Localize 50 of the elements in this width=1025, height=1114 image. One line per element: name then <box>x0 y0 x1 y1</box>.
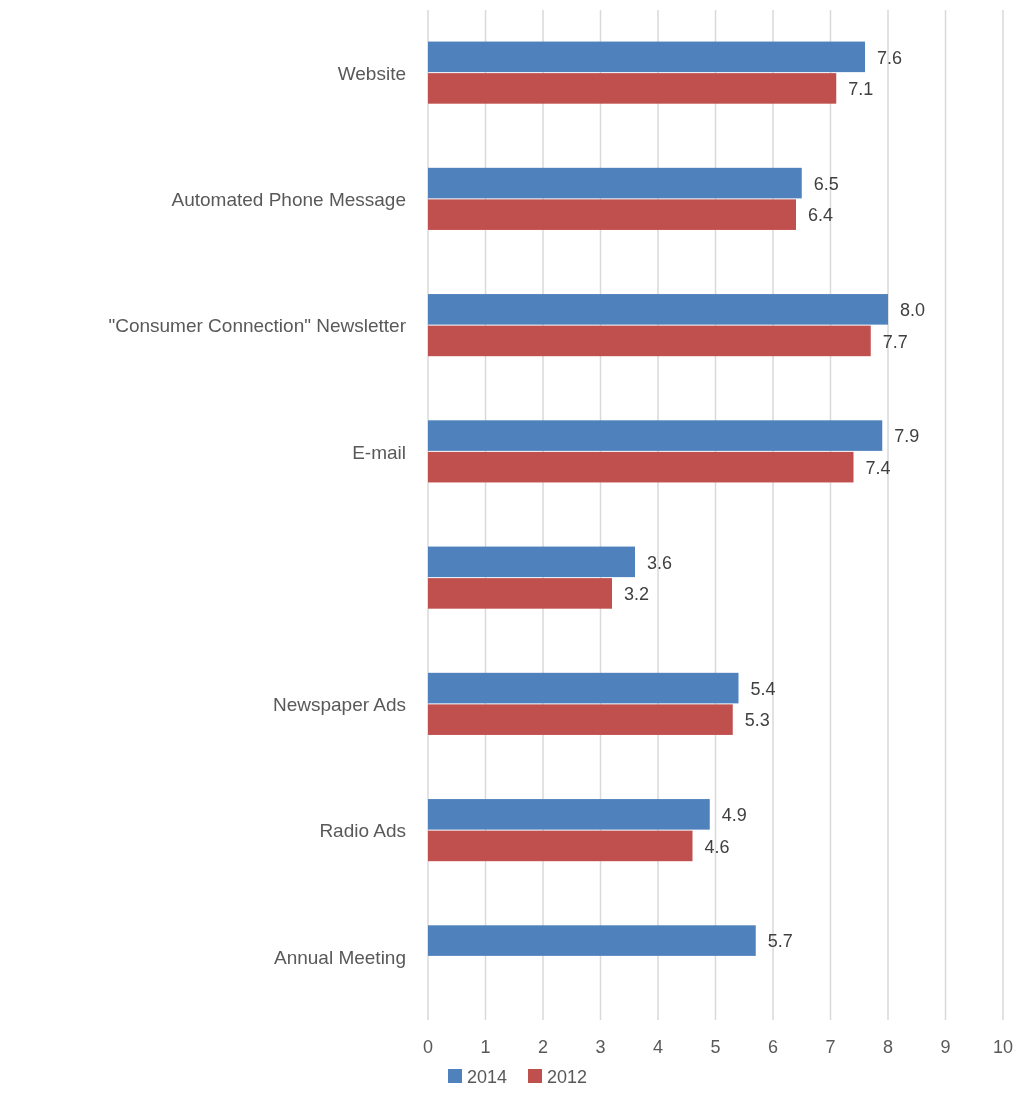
bar <box>428 830 693 862</box>
x-tick-label: 2 <box>537 1037 549 1057</box>
bar <box>428 420 883 451</box>
legend-label: 2014 <box>467 1067 508 1088</box>
bar <box>428 672 739 704</box>
bar <box>428 546 635 578</box>
x-tick-label: 7 <box>825 1037 836 1057</box>
bar <box>428 167 802 199</box>
y-tick-label: Newspaper Ads <box>272 694 406 716</box>
data-label: 7.6 <box>877 47 903 68</box>
x-tick-label: 1 <box>480 1037 491 1057</box>
x-tick-label: 0 <box>422 1037 434 1057</box>
x-tick-label: 6 <box>767 1037 779 1057</box>
bar <box>428 41 865 73</box>
y-tick-label: Radio Ads <box>319 820 406 842</box>
bar <box>428 199 796 230</box>
y-tick-label: E-mail <box>352 441 406 463</box>
x-tick-label: 9 <box>940 1037 951 1057</box>
data-label: 4.9 <box>721 805 747 826</box>
y-tick-label: Website <box>337 62 406 84</box>
x-tick-label: 4 <box>652 1037 664 1057</box>
bar <box>428 451 854 483</box>
x-tick-label: 8 <box>882 1037 894 1057</box>
y-tick-label: Annual Meeting <box>273 946 406 968</box>
bar <box>428 578 612 609</box>
data-label: 6.4 <box>808 205 834 226</box>
data-label: 5.3 <box>744 710 770 731</box>
bar <box>428 799 710 830</box>
x-tick-label: 10 <box>992 1037 1014 1057</box>
data-label: 6.5 <box>813 173 839 194</box>
y-tick-label: "Consumer Connection" Newsletter <box>108 315 407 337</box>
data-label: 3.2 <box>624 584 650 605</box>
bar <box>428 73 837 104</box>
data-label: 7.9 <box>894 426 920 447</box>
bar <box>428 325 871 357</box>
legend-label: 2012 <box>547 1067 588 1088</box>
data-label: 3.6 <box>647 552 673 573</box>
data-label: 4.6 <box>704 836 730 857</box>
bar <box>428 925 756 956</box>
bar <box>428 704 733 735</box>
data-label: 5.4 <box>750 678 776 699</box>
x-tick-label: 3 <box>595 1037 606 1057</box>
x-tick-label: 5 <box>710 1037 721 1057</box>
data-label: 8.0 <box>900 300 926 321</box>
bar <box>428 294 888 325</box>
data-label: 7.7 <box>882 331 908 352</box>
y-tick-label: Automated Phone Message <box>171 189 406 211</box>
data-label: 7.1 <box>848 79 874 100</box>
data-label: 5.7 <box>767 931 793 952</box>
data-label: 7.4 <box>865 457 891 478</box>
